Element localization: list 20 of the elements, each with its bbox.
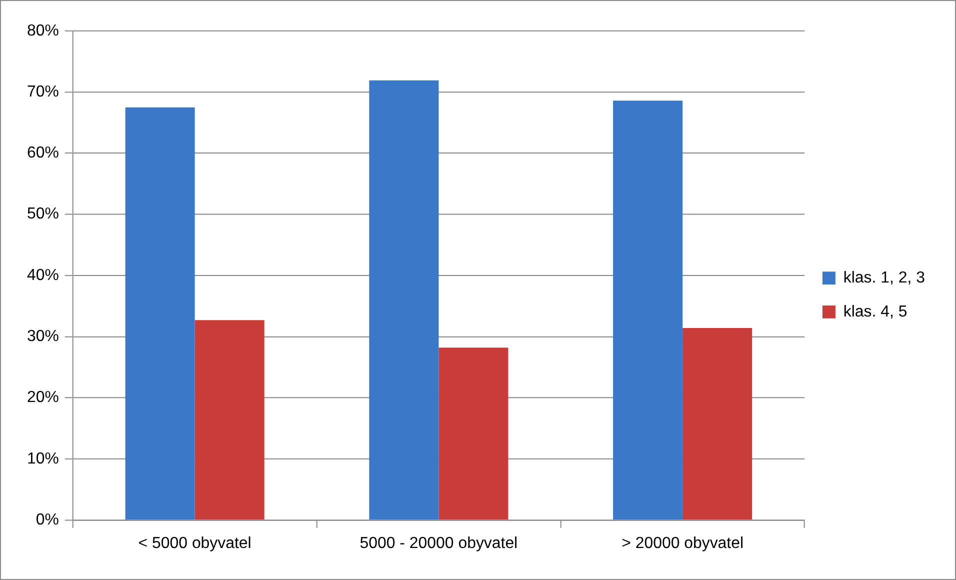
y-tick-label: 50% xyxy=(26,206,59,223)
x-tick-label: 5000 - 20000 obyvatel xyxy=(360,534,518,552)
legend-label: klas. 4, 5 xyxy=(843,303,908,320)
y-tick-label: 30% xyxy=(26,328,59,345)
legend-label: klas. 1, 2, 3 xyxy=(843,269,926,286)
y-tick-label: 0% xyxy=(36,511,59,528)
bar xyxy=(369,80,439,520)
bar xyxy=(194,320,264,520)
y-tick-label: 10% xyxy=(26,450,59,468)
y-tick-label: 70% xyxy=(26,83,59,100)
y-tick-label: 80% xyxy=(26,22,59,40)
bar xyxy=(125,107,195,520)
y-tick-label: 40% xyxy=(26,266,59,284)
bar xyxy=(682,328,752,520)
x-tick-label: > 20000 obyvatel xyxy=(622,534,744,552)
y-tick-label: 20% xyxy=(26,389,59,406)
bar xyxy=(613,100,683,520)
y-tick-label: 60% xyxy=(26,144,59,162)
bar xyxy=(438,348,508,520)
x-tick-label: < 5000 obyvatel xyxy=(138,534,252,552)
